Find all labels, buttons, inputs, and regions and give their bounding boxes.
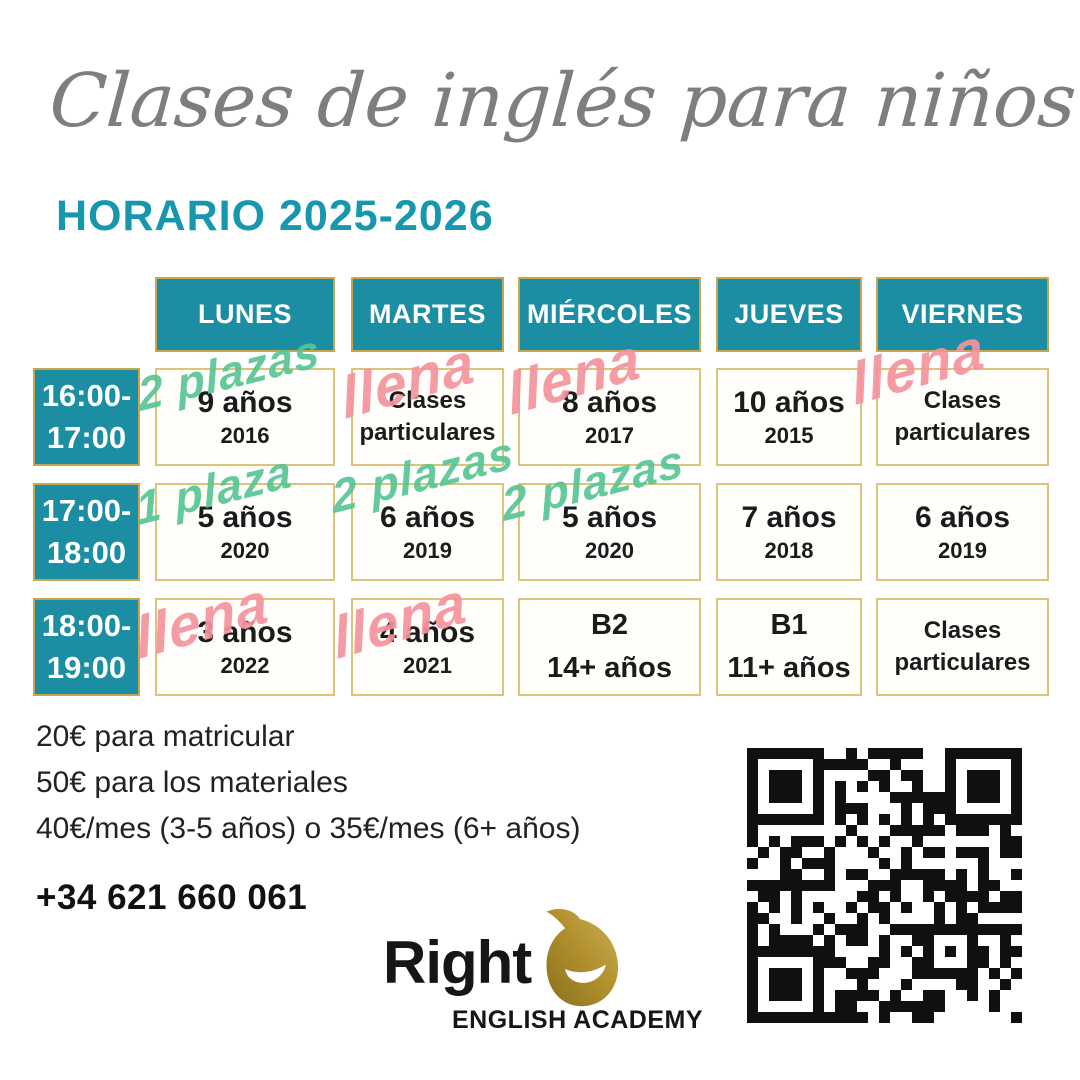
day-header-4: VIERNES	[876, 277, 1049, 352]
day-header-0: LUNES	[155, 277, 335, 352]
time-slot-0: 16:00- 17:00	[33, 368, 140, 466]
schedule-cell: 8 años 2017	[518, 368, 701, 466]
time-slot-1: 17:00- 18:00	[33, 483, 140, 581]
schedule-cell: 5 años 2020	[518, 483, 701, 581]
schedule-subtitle: HORARIO 2025-2026	[56, 192, 494, 240]
phone-number: +34 621 660 061	[36, 878, 308, 917]
page-title: Clases de inglés para niños	[46, 58, 1080, 144]
schedule-cell: Clases particulares	[351, 368, 504, 466]
logo-speech-bubble-icon	[536, 906, 622, 1010]
pricing-line-materials: 50€ para los materiales	[36, 766, 348, 799]
schedule-cell: Clases particulares	[876, 598, 1049, 696]
day-header-2: MIÉRCOLES	[518, 277, 701, 352]
day-header-3: JUEVES	[716, 277, 862, 352]
logo-tagline: ENGLISH ACADEMY	[452, 1006, 704, 1034]
schedule-cell: B2 14+ años	[518, 598, 701, 696]
pricing-line-monthly: 40€/mes (3-5 años) o 35€/mes (6+ años)	[36, 812, 581, 845]
schedule-cell: 10 años 2015	[716, 368, 862, 466]
schedule-cell: 6 años 2019	[351, 483, 504, 581]
day-header-1: MARTES	[351, 277, 504, 352]
logo-name: Right	[383, 929, 532, 996]
schedule-cell: 5 años 2020	[155, 483, 335, 581]
schedule-cell: 7 años 2018	[716, 483, 862, 581]
schedule-cell: 4 años 2021	[351, 598, 504, 696]
schedule-cell: 6 años 2019	[876, 483, 1049, 581]
pricing-line-enrollment: 20€ para matricular	[36, 720, 295, 753]
qr-code	[737, 738, 1032, 1033]
time-slot-2: 18:00- 19:00	[33, 598, 140, 696]
schedule-cell: 9 años 2016	[155, 368, 335, 466]
schedule-cell: Clases particulares	[876, 368, 1049, 466]
schedule-cell: 3 años 2022	[155, 598, 335, 696]
schedule-cell: B1 11+ años	[716, 598, 862, 696]
